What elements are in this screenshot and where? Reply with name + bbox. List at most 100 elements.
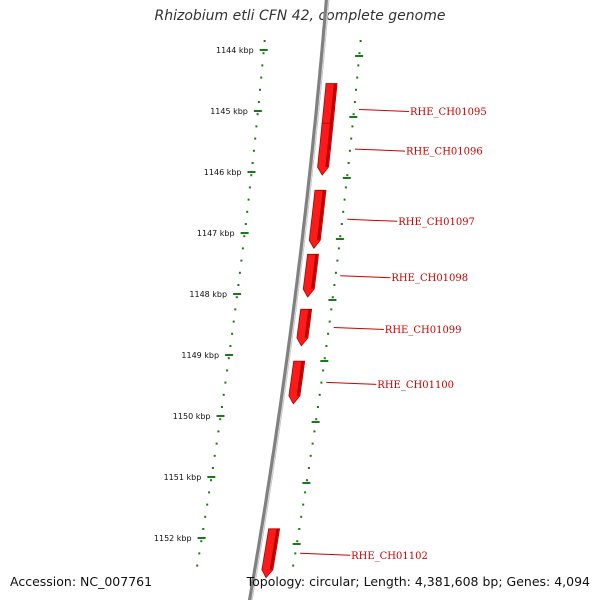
gene-arrow-shade [296, 360, 304, 396]
major-tick [233, 293, 242, 295]
kbp-label: 1152 kbp [154, 534, 192, 543]
kbp-label: 1148 kbp [189, 290, 227, 299]
minor-tick [316, 406, 319, 408]
major-tick [342, 177, 351, 179]
minor-tick [247, 198, 250, 201]
minor-tick [322, 369, 325, 372]
kbp-label: 1147 kbp [197, 229, 235, 238]
minor-tick [323, 357, 326, 360]
kbp-label: 1151 kbp [164, 473, 202, 482]
minor-tick [237, 284, 240, 286]
minor-tick [313, 430, 316, 433]
minor-tick [298, 528, 301, 530]
major-tick [247, 171, 256, 173]
minor-tick [302, 503, 305, 506]
gene-arrow-shade [269, 528, 279, 570]
gene-arrow[interactable] [317, 122, 334, 176]
minor-tick [226, 369, 229, 372]
major-tick [302, 482, 311, 484]
minor-tick [327, 332, 330, 335]
minor-tick [320, 381, 323, 384]
minor-tick [342, 210, 345, 213]
minor-tick [248, 186, 251, 189]
accession-label: Accession: NC_007761 [10, 574, 153, 589]
major-tick [207, 476, 216, 478]
major-tick [349, 116, 358, 118]
gene-arrow[interactable] [288, 360, 306, 405]
gene-leader-line [358, 109, 410, 112]
gene-label[interactable]: RHE_CH01099 [385, 325, 462, 336]
minor-tick [356, 76, 359, 79]
minor-tick [255, 125, 258, 128]
minor-tick [244, 223, 247, 225]
gene-label[interactable]: RHE_CH01096 [406, 147, 483, 158]
minor-tick [206, 503, 209, 506]
gene-arrow[interactable] [261, 528, 281, 579]
minor-tick [353, 101, 356, 103]
minor-tick [263, 40, 266, 42]
minor-tick [224, 381, 227, 384]
gene-label[interactable]: RHE_CH01095 [410, 107, 487, 118]
kbp-label: 1144 kbp [216, 46, 254, 55]
minor-tick [352, 113, 355, 116]
minor-tick [234, 308, 237, 311]
minor-tick [213, 454, 216, 457]
minor-tick [256, 113, 259, 116]
minor-tick [235, 296, 238, 299]
minor-tick [231, 332, 234, 335]
minor-tick [262, 52, 265, 55]
gene-arrow-shade [325, 123, 333, 168]
minor-tick [355, 88, 357, 91]
major-tick [355, 55, 364, 57]
minor-tick [202, 528, 205, 530]
minor-tick [296, 540, 299, 543]
minor-tick [304, 491, 307, 494]
minor-tick [359, 40, 362, 42]
minor-tick [252, 149, 255, 152]
ruler-ticks: 1144 kbp 1145 kbp 1146 kbp 1147 kbp 1148 kbp… [154, 40, 364, 567]
minor-tick [211, 467, 214, 469]
gene-label[interactable]: RHE_CH01097 [398, 217, 475, 228]
minor-tick [251, 162, 254, 164]
minor-tick [222, 393, 225, 396]
gene-arrow[interactable] [308, 189, 327, 250]
minor-tick [300, 515, 303, 518]
minor-tick [351, 125, 354, 128]
minor-tick [343, 198, 346, 201]
minor-tick [204, 515, 207, 518]
gene-leader-line [300, 552, 351, 556]
minor-tick [331, 296, 334, 299]
minor-tick [259, 88, 261, 91]
minor-tick [227, 357, 230, 360]
gene-labels: RHE_CH01095 RHE_CH01096 RHE_CH01097 RHE_CH0… [300, 107, 487, 562]
minor-tick [220, 406, 223, 408]
minor-tick [246, 210, 249, 213]
minor-tick [243, 235, 246, 238]
gene-arrow[interactable] [296, 308, 313, 347]
gene-label[interactable]: RHE_CH01102 [351, 551, 428, 562]
gene-leader-line [354, 148, 406, 152]
minor-tick [344, 186, 347, 189]
minor-tick [292, 564, 295, 567]
backbone-highlight [251, 0, 330, 600]
minor-tick [350, 137, 353, 140]
minor-tick [318, 393, 321, 396]
backbone [247, 0, 330, 600]
minor-tick [261, 64, 264, 67]
gene-leader-line [340, 275, 391, 279]
minor-tick [307, 467, 310, 469]
gene-label[interactable]: RHE_CH01098 [391, 273, 468, 284]
gene-features [261, 83, 338, 579]
minor-tick [309, 454, 312, 457]
minor-tick [198, 552, 201, 555]
minor-tick [219, 418, 222, 421]
minor-tick [215, 442, 218, 445]
minor-tick [238, 271, 241, 274]
topology-label: Topology: circular; Length: 4,381,608 bp… [246, 574, 590, 589]
minor-tick [333, 284, 336, 286]
gene-arrow-shade [316, 190, 326, 241]
gene-arrow-shade [310, 254, 318, 290]
gene-arrow[interactable] [302, 253, 319, 298]
gene-label[interactable]: RHE_CH01100 [377, 380, 454, 391]
minor-tick [348, 149, 351, 152]
